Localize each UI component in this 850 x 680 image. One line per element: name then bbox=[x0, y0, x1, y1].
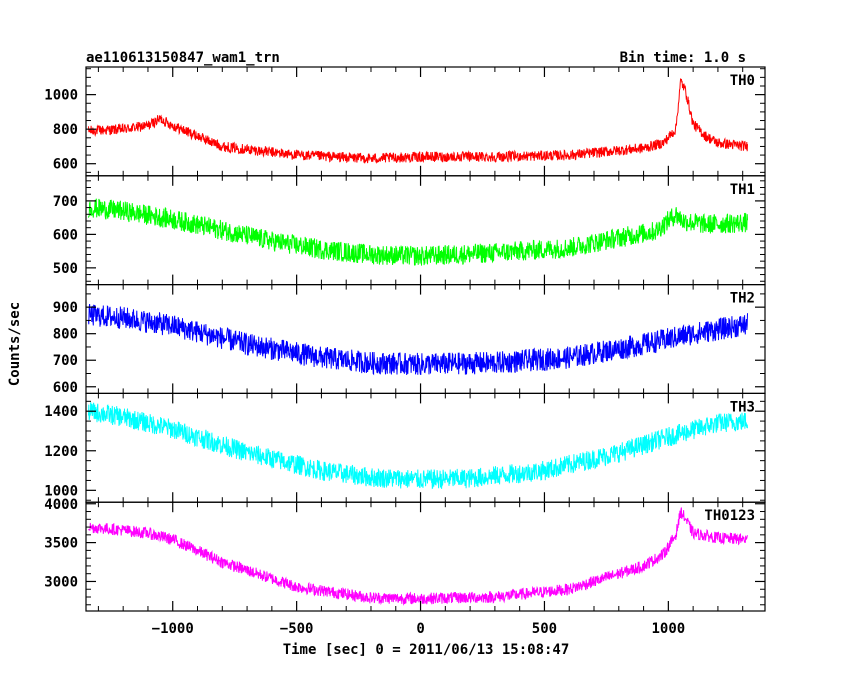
series-line-th0 bbox=[88, 78, 748, 164]
y-tick-label: 500 bbox=[53, 261, 78, 277]
y-axis-label: Counts/sec bbox=[7, 302, 23, 386]
y-tick-label: 4000 bbox=[44, 497, 78, 513]
x-tick-label: 0 bbox=[416, 621, 424, 637]
y-tick-label: 700 bbox=[53, 353, 78, 369]
panel-frame-th0123 bbox=[85, 501, 766, 612]
obs-id-title: ae110613150847_wam1_trn bbox=[86, 50, 280, 66]
panel-label-th3: TH3 bbox=[730, 399, 755, 415]
panel-label-th0123: TH0123 bbox=[704, 508, 755, 524]
y-tick-label: 1400 bbox=[44, 404, 78, 420]
series-line-th1 bbox=[88, 198, 748, 266]
series-line-th2 bbox=[88, 304, 748, 376]
y-tick-label: 800 bbox=[53, 327, 78, 343]
y-tick-label: 900 bbox=[53, 300, 78, 316]
series-line-th0123 bbox=[88, 507, 748, 606]
panels-group: TH0 600 800 1000 TH1 500 600 700 TH2 600 700 800 900… bbox=[44, 66, 766, 637]
x-tick-label: −500 bbox=[280, 621, 314, 637]
y-tick-label: 600 bbox=[53, 380, 78, 396]
y-tick-label: 1000 bbox=[44, 483, 78, 499]
y-tick-label: 600 bbox=[53, 227, 78, 243]
panel-label-th2: TH2 bbox=[730, 291, 755, 307]
y-tick-label: 3500 bbox=[44, 536, 78, 552]
bin-time-label: Bin time: 1.0 s bbox=[620, 50, 746, 66]
y-tick-label: 1000 bbox=[44, 88, 78, 104]
series-line-th3 bbox=[88, 402, 748, 490]
panel-label-th1: TH1 bbox=[730, 182, 755, 198]
y-tick-label: 1200 bbox=[44, 444, 78, 460]
y-tick-label: 800 bbox=[53, 122, 78, 138]
y-tick-label: 700 bbox=[53, 194, 78, 210]
x-tick-label: 1000 bbox=[651, 621, 685, 637]
panel-label-th0: TH0 bbox=[730, 73, 755, 89]
y-tick-label: 600 bbox=[53, 157, 78, 173]
x-axis-label: Time [sec] 0 = 2011/06/13 15:08:47 bbox=[283, 642, 570, 658]
y-tick-label: 3000 bbox=[44, 574, 78, 590]
x-tick-label: −1000 bbox=[152, 621, 194, 637]
x-tick-label: 500 bbox=[532, 621, 557, 637]
